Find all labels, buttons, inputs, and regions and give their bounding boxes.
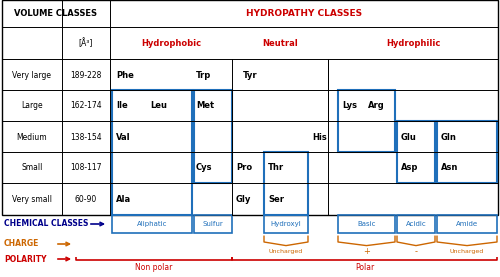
- Text: Neutral: Neutral: [262, 39, 298, 47]
- Text: Asn: Asn: [441, 163, 458, 173]
- Text: VOLUME CLASSES: VOLUME CLASSES: [14, 9, 98, 18]
- Bar: [264, 152, 308, 215]
- Text: Ala: Ala: [116, 194, 131, 204]
- Text: Uncharged: Uncharged: [450, 250, 484, 255]
- Text: Basic: Basic: [357, 221, 376, 227]
- Text: Leu: Leu: [150, 101, 167, 111]
- Bar: [194, 90, 232, 183]
- Bar: [264, 215, 308, 233]
- Text: 162-174: 162-174: [70, 101, 102, 111]
- Text: CHEMICAL CLASSES: CHEMICAL CLASSES: [4, 219, 88, 229]
- Bar: [338, 215, 395, 233]
- Bar: [2, 0, 498, 215]
- Text: Cys: Cys: [196, 163, 212, 173]
- Bar: [397, 121, 435, 183]
- Text: Thr: Thr: [268, 163, 284, 173]
- Text: Acidic: Acidic: [406, 221, 426, 227]
- Bar: [437, 121, 497, 183]
- Text: +: +: [363, 248, 370, 257]
- Text: -: -: [414, 248, 418, 257]
- Text: Sulfur: Sulfur: [202, 221, 224, 227]
- Text: Hydrophobic: Hydrophobic: [141, 39, 201, 47]
- Bar: [194, 215, 232, 233]
- Bar: [112, 90, 192, 215]
- Text: Gly: Gly: [236, 194, 252, 204]
- Bar: [437, 215, 497, 233]
- Text: Glu: Glu: [401, 132, 417, 142]
- Text: CHARGE: CHARGE: [4, 240, 40, 248]
- Text: Hydrophilic: Hydrophilic: [386, 39, 440, 47]
- Bar: [338, 90, 395, 152]
- Text: HYDROPATHY CLASSES: HYDROPATHY CLASSES: [246, 9, 362, 18]
- Text: Lys: Lys: [342, 101, 357, 111]
- Text: Small: Small: [22, 163, 42, 173]
- Text: Medium: Medium: [16, 132, 48, 142]
- Text: Aliphatic: Aliphatic: [137, 221, 167, 227]
- Text: Pro: Pro: [236, 163, 252, 173]
- Bar: [112, 215, 192, 233]
- Text: Polar: Polar: [355, 263, 374, 271]
- Text: [Å³]: [Å³]: [79, 38, 93, 48]
- Text: Gln: Gln: [441, 132, 457, 142]
- Text: Amide: Amide: [456, 221, 478, 227]
- Text: Tyr: Tyr: [242, 71, 258, 79]
- Text: Asp: Asp: [401, 163, 418, 173]
- Text: 189-228: 189-228: [70, 71, 102, 79]
- Text: Ser: Ser: [268, 194, 284, 204]
- Text: Large: Large: [21, 101, 43, 111]
- Text: 60-90: 60-90: [75, 194, 97, 204]
- Text: 138-154: 138-154: [70, 132, 102, 142]
- Text: Very large: Very large: [12, 71, 51, 79]
- Text: 108-117: 108-117: [70, 163, 102, 173]
- Text: Uncharged: Uncharged: [269, 250, 303, 255]
- Bar: [397, 215, 435, 233]
- Text: Very small: Very small: [12, 194, 52, 204]
- Text: Val: Val: [116, 132, 130, 142]
- Text: Non polar: Non polar: [136, 263, 172, 271]
- Text: Hydroxyl: Hydroxyl: [270, 221, 302, 227]
- Text: Ile: Ile: [116, 101, 128, 111]
- Text: POLARITY: POLARITY: [4, 255, 46, 263]
- Text: Trp: Trp: [196, 71, 211, 79]
- Text: His: His: [312, 132, 327, 142]
- Text: Met: Met: [196, 101, 214, 111]
- Text: Phe: Phe: [116, 71, 134, 79]
- Text: Arg: Arg: [368, 101, 385, 111]
